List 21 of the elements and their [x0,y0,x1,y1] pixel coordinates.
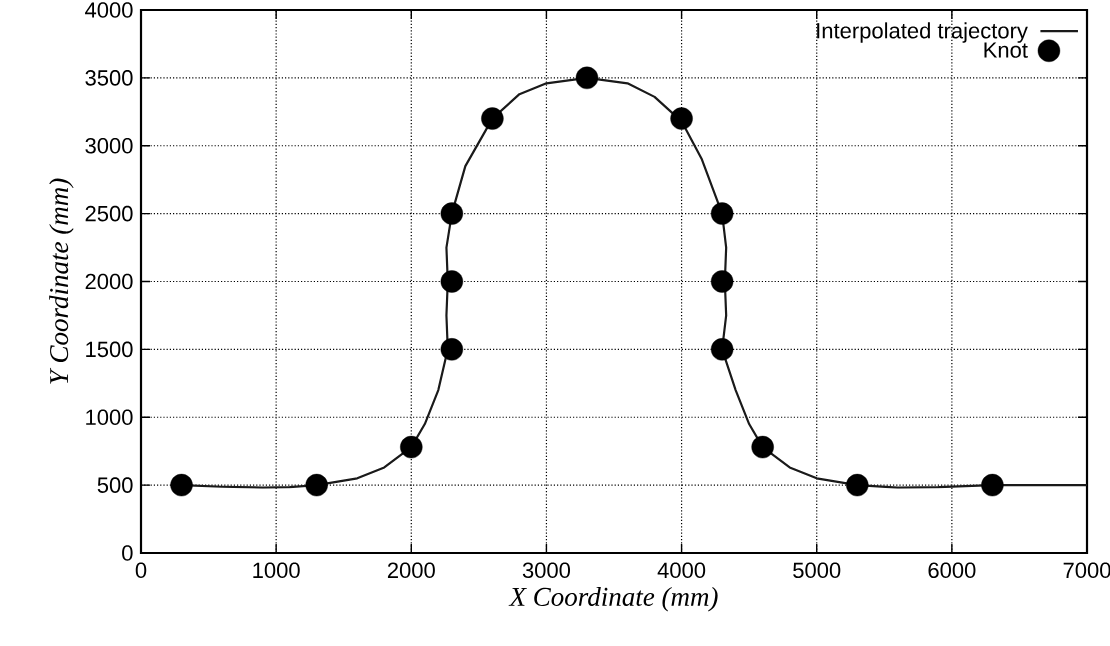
y-tick-label: 2500 [85,205,133,222]
legend-label: Knot [984,42,1028,58]
legend-label: Interpolated trajectory [817,22,1028,43]
y-tick-label: 500 [97,477,133,493]
x-axis-title: X Coordinate (mm) [508,586,718,612]
x-tick-label: 2000 [387,562,435,579]
x-tick-label: 5000 [793,562,841,579]
y-tick-label: 1500 [86,341,133,358]
x-tick-label: 4000 [657,562,706,579]
y-tick-label: 1000 [86,409,133,426]
y-tick-label: 2000 [85,273,133,290]
y-tick-label: 4000 [85,2,133,18]
y-tick-label: 3000 [85,137,133,154]
y-tick-label: 0 [122,545,133,561]
x-tick-label: 6000 [928,562,976,579]
x-tick-label: 3000 [522,562,571,579]
y-tick-label: 3500 [85,70,133,86]
y-axis-title: Y Coordinate (mm) [49,178,74,384]
x-tick-label: 0 [135,562,147,579]
x-tick-label: 7000 [1063,562,1110,579]
x-tick-label: 1000 [253,562,300,579]
